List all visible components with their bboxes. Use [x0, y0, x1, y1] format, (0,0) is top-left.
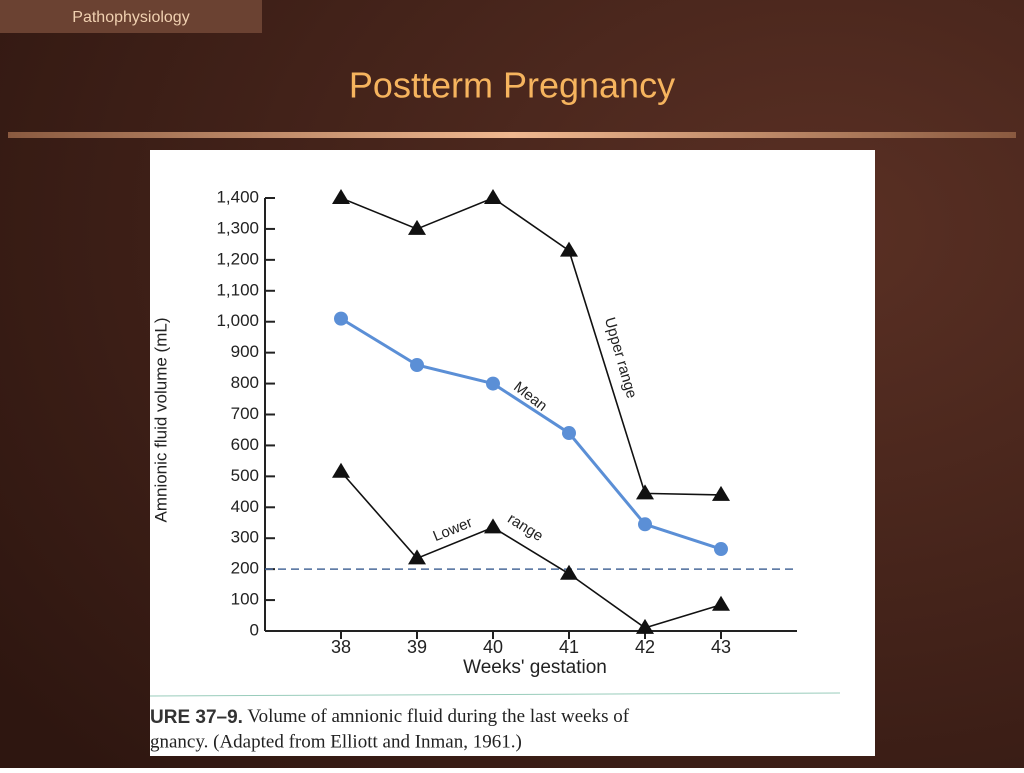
point	[484, 518, 502, 534]
y-tick-label: 1,300	[216, 218, 259, 237]
y-tick-label: 1,400	[216, 187, 259, 206]
point	[486, 376, 500, 391]
caption-line: Volume of amnionic fluid during the last…	[247, 706, 629, 727]
section-tab	[0, 0, 262, 33]
y-tick-label: 800	[231, 373, 259, 392]
series-line	[340, 471, 722, 629]
title-rule	[8, 132, 1016, 138]
section-label: Pathophysiology	[72, 9, 189, 26]
caption-line: gnancy. (Adapted from Elliott and Inman,…	[150, 731, 522, 752]
point	[408, 549, 426, 565]
slide-title: Postterm Pregnancy	[349, 65, 675, 106]
y-tick-label: 400	[231, 497, 259, 516]
point	[636, 618, 654, 634]
y-tick-label: 0	[250, 620, 259, 639]
point	[332, 189, 350, 204]
y-axis-label: Amnionic fluid volume (mL)	[151, 317, 170, 522]
point	[714, 542, 728, 557]
series-line	[340, 197, 722, 496]
y-tick-label: 500	[231, 466, 259, 485]
series-line	[340, 317, 722, 551]
x-tick-label: 38	[331, 637, 351, 657]
point	[408, 219, 426, 235]
x-axis-label: Weeks' gestation	[463, 657, 607, 678]
y-tick-label: 600	[231, 435, 259, 454]
point	[560, 564, 578, 580]
point	[332, 462, 350, 478]
point	[560, 241, 578, 257]
x-tick-label: 42	[635, 637, 655, 657]
x-tick-label: 43	[711, 637, 731, 657]
point	[638, 517, 652, 532]
caption-label: URE 37–9.	[150, 707, 243, 728]
point	[712, 485, 730, 501]
point	[712, 595, 730, 611]
y-tick-label: 700	[231, 404, 259, 423]
point	[636, 484, 654, 500]
figure	[150, 150, 875, 756]
caption: URE 37–9. Volume of amnionic fluid durin…	[150, 706, 630, 728]
y-tick-label: 200	[231, 559, 259, 578]
point	[562, 426, 576, 441]
point	[484, 189, 502, 204]
y-tick-label: 300	[231, 528, 259, 547]
x-tick-label: 41	[559, 637, 579, 657]
point	[410, 358, 424, 373]
y-tick-label: 1,100	[216, 280, 259, 299]
y-tick-label: 100	[231, 590, 259, 609]
x-tick-label: 39	[407, 637, 427, 657]
y-tick-label: 1,200	[216, 249, 259, 268]
point	[334, 311, 348, 326]
y-tick-label: 1,000	[216, 311, 259, 330]
caption-rule	[149, 692, 841, 697]
y-tick-label: 900	[231, 342, 259, 361]
x-tick-label: 40	[483, 637, 503, 657]
